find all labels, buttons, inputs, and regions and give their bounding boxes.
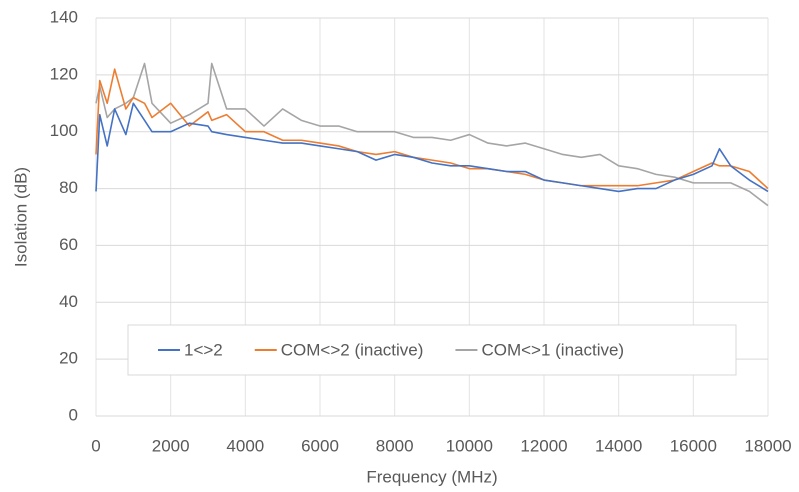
y-tick-label: 60 [59, 235, 78, 254]
legend-label: 1<>2 [184, 340, 223, 359]
x-tick-label: 10000 [446, 436, 493, 455]
y-axis-title: Isolation (dB) [11, 167, 30, 267]
x-tick-label: 16000 [670, 436, 717, 455]
x-axis-title: Frequency (MHz) [366, 467, 497, 486]
x-tick-label: 8000 [376, 436, 414, 455]
y-tick-label: 40 [59, 292, 78, 311]
y-tick-label: 120 [50, 64, 78, 83]
x-tick-label: 14000 [595, 436, 642, 455]
y-tick-label: 100 [50, 121, 78, 140]
y-tick-label: 0 [69, 405, 78, 424]
series-line [95, 102, 769, 193]
legend-label: COM<>2 (inactive) [281, 340, 424, 359]
x-tick-label: 4000 [226, 436, 264, 455]
legend-box [127, 324, 737, 376]
legend: 1<>2 COM<>2 (inactive) COM<>1 (inactive) [127, 324, 737, 376]
x-tick-label: 2000 [152, 436, 190, 455]
series-line [95, 68, 769, 190]
series-line [95, 62, 769, 207]
x-tick-label: 18000 [744, 436, 791, 455]
legend-label: COM<>1 (inactive) [481, 340, 624, 359]
y-tick-label: 80 [59, 178, 78, 197]
y-tick-label: 20 [59, 349, 78, 368]
x-tick-label: 6000 [301, 436, 339, 455]
x-tick-label: 0 [91, 436, 100, 455]
x-tick-label: 12000 [520, 436, 567, 455]
y-tick-label: 140 [50, 7, 78, 26]
